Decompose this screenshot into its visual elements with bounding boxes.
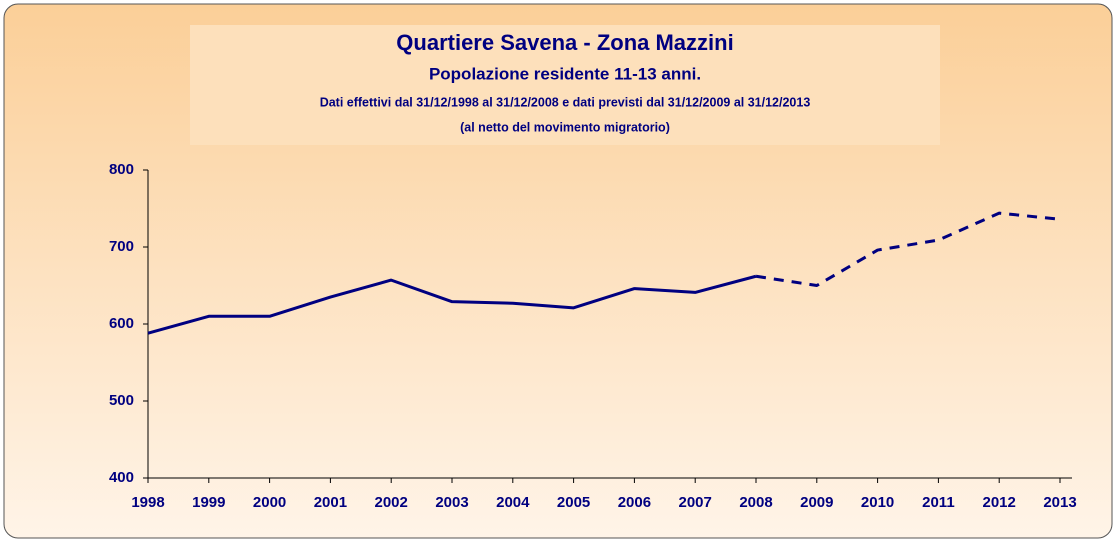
y-tick-label: 600	[109, 315, 134, 332]
x-tick-label: 1999	[192, 494, 225, 511]
x-tick-label: 2000	[253, 494, 286, 511]
title-box	[190, 25, 940, 145]
y-tick-label: 800	[109, 161, 134, 178]
x-tick-label: 1998	[131, 494, 164, 511]
chart-title: Quartiere Savena - Zona Mazzini	[396, 30, 733, 55]
line-series	[755, 211, 1061, 287]
x-tick-label: 2009	[800, 494, 833, 511]
x-tick-label: 2001	[314, 494, 347, 511]
x-tick-label: 2011	[922, 494, 955, 511]
y-tick-label: 700	[109, 238, 134, 255]
chart-note: (al netto del movimento migratorio)	[460, 120, 670, 134]
y-tick-label: 500	[109, 392, 134, 409]
x-tick-label: 2013	[1043, 494, 1076, 511]
x-tick-label: 2005	[557, 494, 590, 511]
x-tick-label: 2007	[679, 494, 712, 511]
y-tick-label: 400	[109, 469, 134, 486]
x-tick-label: 2006	[618, 494, 651, 511]
x-tick-label: 2008	[739, 494, 772, 511]
x-tick-label: 2004	[496, 494, 530, 511]
x-tick-label: 2012	[983, 494, 1016, 511]
x-tick-label: 2002	[375, 494, 408, 511]
x-tick-label: 2010	[861, 494, 894, 511]
line-series	[147, 274, 757, 335]
chart-note: Dati effettivi dal 31/12/1998 al 31/12/2…	[320, 95, 811, 109]
x-tick-label: 2003	[435, 494, 468, 511]
chart-subtitle: Popolazione residente 11-13 anni.	[429, 64, 701, 83]
